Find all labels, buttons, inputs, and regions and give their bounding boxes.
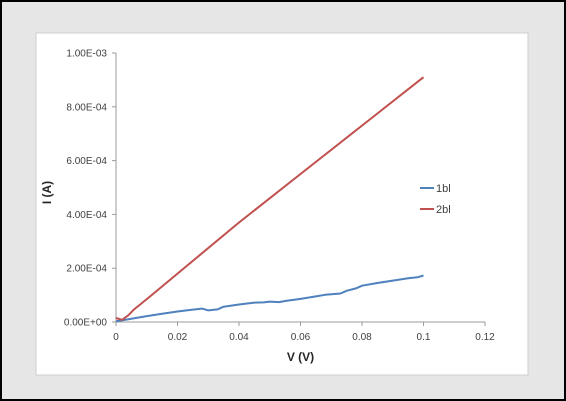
y-tick-label: 8.00E-04 [66,102,107,113]
x-tick-label: 0 [113,332,119,343]
y-tick-label: 0.00E+00 [64,318,108,329]
legend-label-2bl: 2bl [436,204,451,216]
legend-label-1bl: 1bl [436,183,451,195]
x-tick-label: 0.04 [229,332,249,343]
x-axis-title: V (V) [287,350,314,364]
y-tick-label: 1.00E-03 [66,49,107,60]
x-tick-label: 0.06 [291,332,311,343]
y-axis-ticks: 0.00E+00 2.00E-04 4.00E-04 6.00E-04 8.00E-04… [64,49,116,329]
legend: 1bl 2bl [420,183,451,216]
x-tick-label: 0.08 [352,332,372,343]
series-line-2bl [115,76,425,321]
series-line-1bl [115,274,424,323]
x-axis-ticks: 0 0.02 0.04 0.06 0.08 0.1 0.12 [113,322,495,343]
y-axis-title: I (A) [40,181,54,204]
x-tick-label: 0.1 [417,332,431,343]
x-tick-label: 0.02 [168,332,188,343]
x-tick-label: 0.12 [475,332,495,343]
y-tick-label: 6.00E-04 [66,156,107,167]
plot-area: 0 0.02 0.04 0.06 0.08 0.1 0.12 0.00E+00 2.00E-0… [40,49,495,365]
y-tick-label: 2.00E-04 [66,264,107,275]
series-lines [115,76,425,323]
chart-area [35,32,529,376]
y-tick-label: 4.00E-04 [66,210,107,221]
